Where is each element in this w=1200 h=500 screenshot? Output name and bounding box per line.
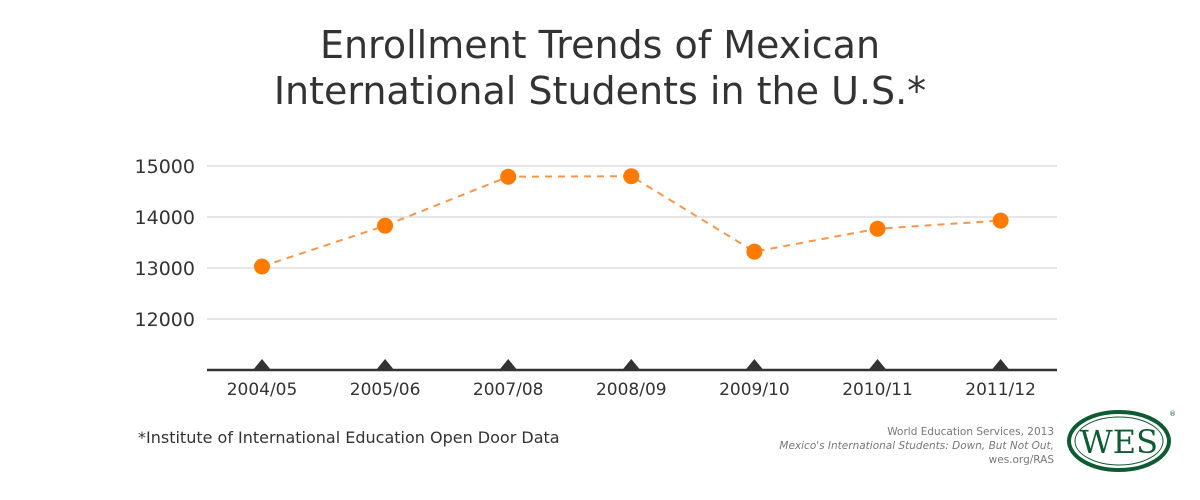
x-tick-marker — [499, 359, 518, 370]
credit-line-1: World Education Services, 2013 — [887, 426, 1054, 438]
x-tick-marker — [622, 359, 641, 370]
data-point — [869, 220, 886, 237]
wes-logo: WES ® — [1067, 410, 1176, 472]
data-point — [623, 168, 640, 185]
credit-line-2: Mexico's International Students: Down, B… — [779, 440, 1054, 452]
svg-text:®: ® — [1169, 410, 1176, 418]
data-point — [500, 168, 517, 185]
y-tick-label: 15000 — [135, 156, 195, 178]
source-credit: World Education Services, 2013 Mexico's … — [779, 425, 1054, 467]
series-line — [261, 175, 1001, 268]
y-tick-label: 14000 — [135, 207, 195, 229]
x-tick-label: 2010/11 — [842, 380, 913, 400]
data-point — [254, 258, 270, 275]
credit-line-3: wes.org/RAS — [988, 454, 1054, 466]
x-tick-label: 2005/06 — [350, 380, 421, 400]
data-point — [992, 212, 1009, 229]
x-tick-label: 2009/10 — [719, 380, 790, 400]
svg-text:WES: WES — [1080, 423, 1158, 461]
x-tick-marker — [253, 359, 271, 370]
x-tick-marker — [868, 359, 887, 370]
x-tick-marker — [745, 359, 764, 370]
x-tick-marker — [991, 359, 1010, 370]
x-tick-marker — [376, 359, 395, 370]
title-line-1: Enrollment Trends of Mexican — [319, 23, 881, 67]
x-tick-label: 2007/08 — [473, 380, 544, 400]
y-tick-label: 12000 — [135, 309, 195, 331]
title-line-2: International Students in the U.S.* — [273, 69, 927, 113]
x-tick-label: 2011/12 — [965, 380, 1036, 400]
data-point — [746, 243, 763, 260]
chart-title: Enrollment Trends of Mexican Internation… — [0, 22, 1200, 114]
y-tick-label: 13000 — [135, 258, 195, 280]
footnote: *Institute of International Education Op… — [138, 428, 560, 447]
x-tick-label: 2004/05 — [227, 380, 298, 400]
x-tick-label: 2008/09 — [596, 380, 667, 400]
data-point — [377, 217, 394, 234]
